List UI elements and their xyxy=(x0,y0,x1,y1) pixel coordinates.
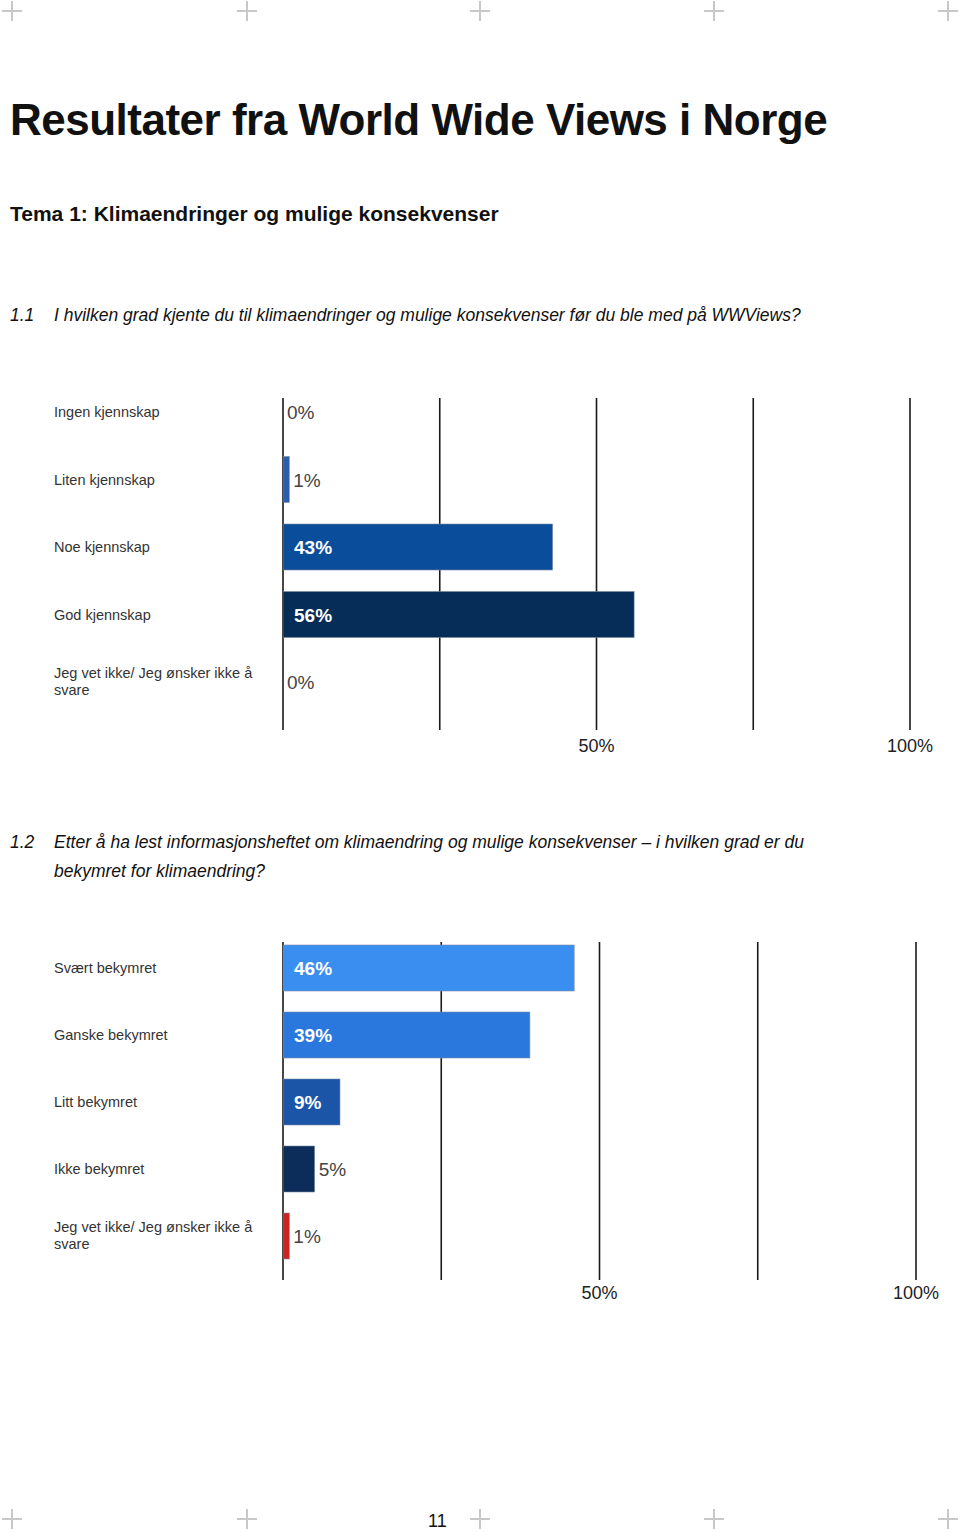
chart-title: 1.1 I hvilken grad kjente du til klimaend… xyxy=(10,301,880,330)
grid-line xyxy=(757,942,759,1280)
category-label: Noe kjennskap xyxy=(54,539,269,556)
crop-mark xyxy=(470,1,490,21)
category-label: Jeg vet ikke/ Jeg ønsker ikke å svare xyxy=(54,1219,269,1253)
question-number: 1.1 xyxy=(10,301,34,330)
category-label: Ikke bekymret xyxy=(54,1161,269,1178)
canvas-svg: 50% 100% 0% 1% 43% 56% 0% 50% 100% 46% 39% 9% 5% 1% xyxy=(0,0,960,1532)
tick-label: 100% xyxy=(893,1283,939,1303)
page-number: 11 xyxy=(428,1511,447,1532)
data-labels: 46% 39% 9% 5% 1% xyxy=(293,958,346,1247)
question-text: Etter å ha lest informasjonsheftet om kl… xyxy=(54,828,880,886)
category-label: Svært bekymret xyxy=(54,960,269,977)
data-label: 1% xyxy=(293,1226,321,1247)
data-label: 46% xyxy=(294,958,332,979)
crop-mark xyxy=(470,1509,490,1529)
bar xyxy=(283,1012,530,1058)
data-label: 0% xyxy=(287,402,315,423)
tick-label: 50% xyxy=(581,1283,617,1303)
bar xyxy=(283,1079,340,1125)
bar xyxy=(283,457,289,503)
bar xyxy=(283,659,284,705)
crop-mark xyxy=(2,1,22,21)
category-label: Jeg vet ikke/ Jeg ønsker ikke å svare xyxy=(54,665,269,699)
data-label: 0% xyxy=(287,672,315,693)
page: 50% 100% 0% 1% 43% 56% 0% 50% 100% 46% 39% 9% 5% 1% Re… xyxy=(0,0,960,1532)
bar xyxy=(283,389,284,435)
tick-label: 50% xyxy=(578,736,614,756)
data-label: 9% xyxy=(294,1092,322,1113)
crop-mark xyxy=(704,1,724,21)
bar xyxy=(283,945,574,991)
grid-line xyxy=(909,398,911,730)
crop-mark xyxy=(237,1,257,21)
data-label: 56% xyxy=(294,605,332,626)
chart: 50% 100% 0% 1% 43% 56% 0% xyxy=(283,398,933,756)
grid-line xyxy=(596,398,598,730)
bar xyxy=(283,1213,289,1259)
category-label: God kjennskap xyxy=(54,606,269,623)
chart: 50% 100% 46% 39% 9% 5% 1% xyxy=(283,942,939,1303)
grid-line xyxy=(915,942,917,1280)
crop-mark xyxy=(704,1509,724,1529)
data-label: 1% xyxy=(293,470,321,491)
category-label: Litt bekymret xyxy=(54,1094,269,1111)
tick-label: 100% xyxy=(887,736,933,756)
bar xyxy=(283,592,634,638)
grid-line xyxy=(440,942,442,1280)
data-labels: 0% 1% 43% 56% 0% xyxy=(287,402,332,693)
page-subtitle: Tema 1: Klimaendringer og mulige konsekv… xyxy=(10,201,499,227)
page-title: Resultater fra World Wide Views i Norge xyxy=(10,96,827,144)
crop-mark xyxy=(2,1509,22,1529)
question-text: I hvilken grad kjente du til klimaendrin… xyxy=(54,301,880,330)
bar xyxy=(283,1146,315,1192)
data-label: 43% xyxy=(294,537,332,558)
crop-mark xyxy=(938,1,958,21)
grid-line xyxy=(752,398,754,730)
bars xyxy=(283,945,574,1259)
bars xyxy=(283,457,634,638)
bar xyxy=(283,524,553,570)
data-label: 39% xyxy=(294,1025,332,1046)
crop-mark xyxy=(237,1509,257,1529)
category-label: Liten kjennskap xyxy=(54,471,269,488)
chart-title: 1.2 Etter å ha lest informasjonsheftet om… xyxy=(10,828,880,886)
crop-mark xyxy=(938,1509,958,1529)
category-label: Ingen kjennskap xyxy=(54,404,269,421)
grid-line xyxy=(599,942,601,1280)
question-number: 1.2 xyxy=(10,828,34,857)
category-label: Ganske bekymret xyxy=(54,1027,269,1044)
data-label: 5% xyxy=(319,1159,347,1180)
